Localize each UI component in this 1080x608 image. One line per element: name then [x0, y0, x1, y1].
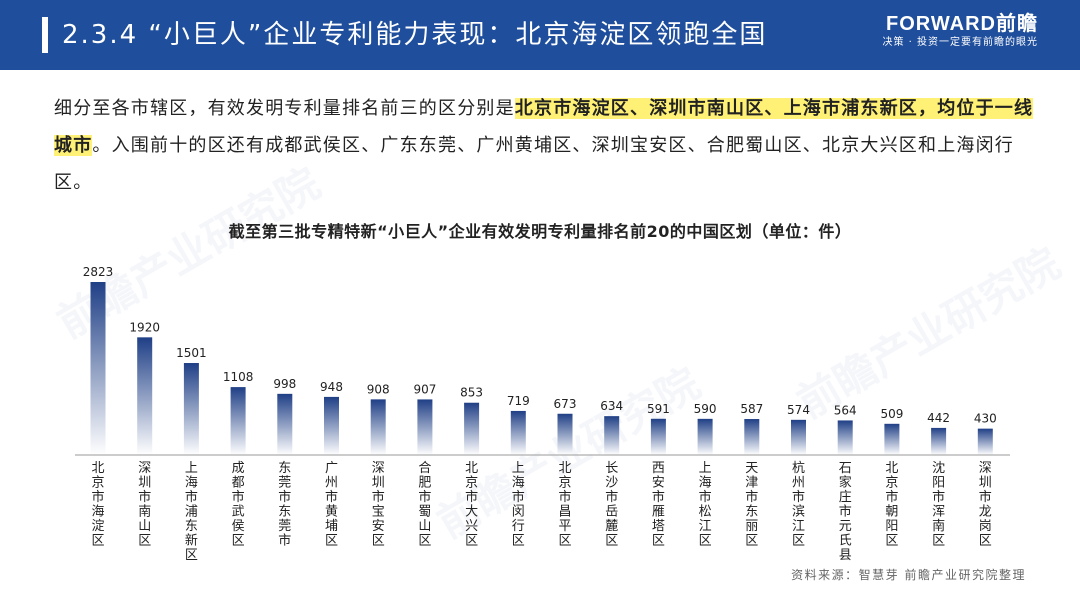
data-label: 1920: [129, 320, 160, 334]
data-label: 948: [320, 380, 343, 394]
bar: [977, 428, 993, 455]
data-label: 509: [880, 407, 903, 421]
page-title: 2.3.4 “小巨人”企业专利能力表现：北京海淀区领跑全国: [62, 20, 768, 50]
data-label: 673: [554, 397, 577, 411]
data-label: 590: [694, 402, 717, 416]
data-label: 634: [600, 399, 623, 413]
data-label: 564: [834, 403, 857, 417]
category-label: 深圳市南山区: [138, 461, 151, 549]
bar: [557, 413, 573, 455]
chart-title: 截至第三批专精特新“小巨人”企业有效发明专利量排名前20的中国区划（单位：件）: [228, 222, 852, 241]
category-label: 北京市大兴区: [465, 461, 478, 549]
data-label: 587: [740, 402, 763, 416]
intro-paragraph: 细分至各市辖区，有效发明专利量排名前三的区分别是北京市海淀区、深圳市南山区、上海…: [54, 90, 1034, 201]
bar: [277, 393, 293, 455]
data-label: 1108: [223, 370, 254, 384]
bar: [791, 419, 806, 455]
category-label: 长沙市岳麓区: [605, 461, 618, 549]
brand-slogan: 决策 · 投资一定要有前瞻的眼光: [882, 37, 1038, 48]
category-label: 天津市东丽区: [745, 461, 758, 549]
bar: [417, 399, 433, 455]
data-label: 719: [507, 394, 530, 408]
bar: [510, 410, 526, 455]
data-label: 1501: [176, 346, 207, 360]
bar: [884, 423, 900, 455]
data-label: 430: [974, 412, 997, 426]
bar: [324, 396, 339, 455]
bar: [90, 282, 106, 455]
category-label: 沈阳市浑南区: [932, 461, 945, 549]
bar: [697, 418, 713, 455]
category-label: 上海市浦东新区: [185, 461, 198, 563]
category-label: 深圳市龙岗区: [979, 461, 992, 549]
category-label: 合肥市蜀山区: [418, 461, 431, 549]
category-label: 北京市海淀区: [91, 461, 104, 549]
brand-name: FORWARD前瞻: [886, 13, 1038, 35]
category-label: 北京市昌平区: [558, 461, 571, 549]
data-label: 907: [413, 382, 436, 396]
intro-text-2: 。入围前十的区还有成都武侯区、广东东莞、广州黄埔区、深圳宝安区、合肥蜀山区、北京…: [54, 135, 1015, 193]
bar: [137, 337, 153, 455]
data-label: 442: [927, 411, 950, 425]
data-label: 908: [367, 382, 390, 396]
bar: [230, 387, 246, 455]
header-bar: 2.3.4 “小巨人”企业专利能力表现：北京海淀区领跑全国 FORWARD前瞻 …: [0, 0, 1080, 70]
bar: [650, 418, 666, 455]
brand-logo: FORWARD前瞻 决策 · 投资一定要有前瞻的眼光: [882, 13, 1038, 51]
category-label: 北京市朝阳区: [885, 461, 898, 549]
data-label: 2823: [83, 265, 114, 279]
category-label: 成都市武侯区: [232, 461, 245, 549]
data-label: 591: [647, 402, 670, 416]
category-label: 石家庄市元氏县: [839, 461, 852, 563]
bar: [604, 416, 620, 455]
intro-text-1: 细分至各市辖区，有效发明专利量排名前三的区分别是: [54, 98, 515, 119]
category-label: 西安市雁塔区: [652, 461, 665, 549]
bar: [183, 363, 199, 455]
data-label: 574: [787, 403, 810, 417]
bar: [464, 402, 480, 455]
bar: [931, 427, 947, 455]
category-label: 杭州市滨江区: [792, 461, 805, 549]
category-label: 广州市黄埔区: [325, 461, 338, 549]
category-label: 上海市闵行区: [512, 461, 525, 549]
category-label: 东莞市东莞市: [278, 461, 291, 549]
source-note: 资料来源：智慧芽 前瞻产业研究院整理: [791, 568, 1026, 582]
bar: [837, 420, 853, 455]
category-label: 深圳市宝安区: [372, 461, 385, 549]
data-label: 998: [273, 377, 296, 391]
data-label: 853: [460, 386, 483, 400]
bar: [744, 419, 760, 455]
header-accent-bar: [42, 17, 48, 53]
category-label: 上海市松江区: [699, 461, 712, 549]
bar: [370, 399, 386, 455]
